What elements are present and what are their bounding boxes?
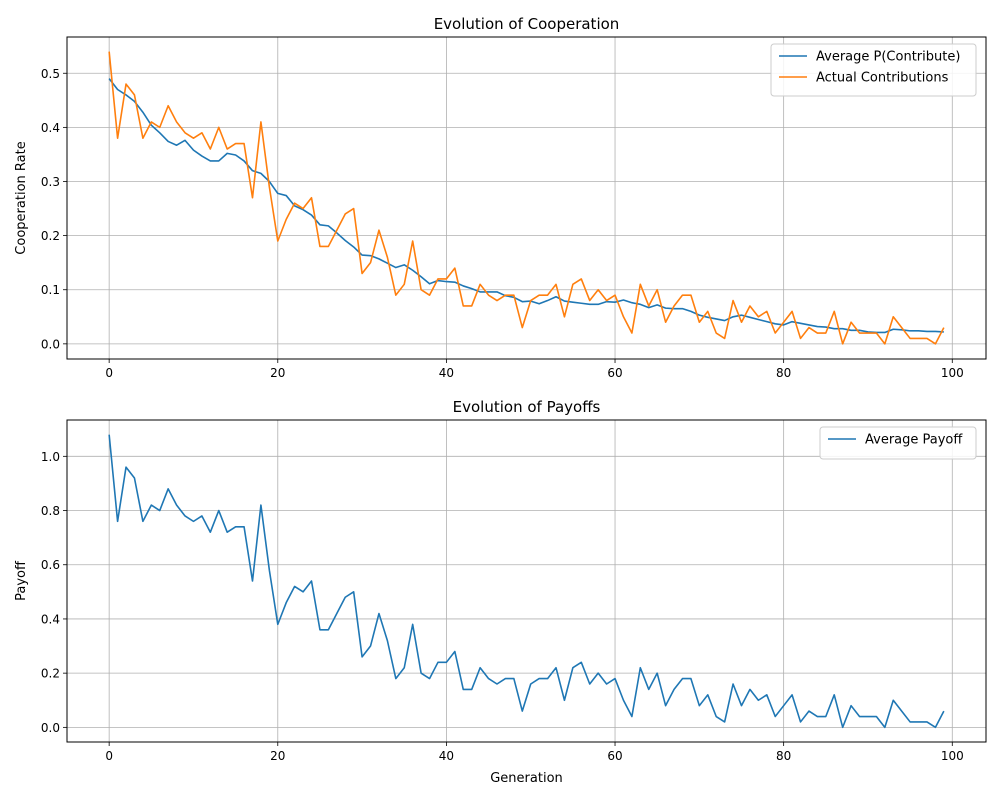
y-tick-label: 0.1 [41, 283, 60, 297]
series-line-1 [108, 51, 945, 345]
y-tick-label: 0.5 [41, 67, 60, 81]
chart-title: Evolution of Cooperation [434, 15, 620, 33]
x-tick-label: 100 [941, 366, 964, 380]
x-tick-label: 0 [105, 366, 113, 380]
x-tick-label: 60 [607, 749, 622, 763]
y-tick-label: 0.3 [41, 175, 60, 189]
chart-title: Evolution of Payoffs [453, 398, 601, 416]
legend-label-0: Average P(Contribute) [816, 50, 960, 65]
x-tick-label: 100 [941, 749, 964, 763]
plot-frame [66, 419, 987, 743]
y-tick-label: 0.0 [41, 721, 60, 735]
x-tick-label: 20 [270, 366, 285, 380]
series-line-0 [108, 78, 944, 334]
plot-frame [66, 36, 987, 360]
legend-box [819, 426, 977, 460]
x-tick-label: 60 [607, 366, 622, 380]
x-tick-label: 40 [439, 749, 454, 763]
y-tick-label: 0.8 [41, 504, 60, 518]
legend-box [770, 43, 977, 97]
legend-label-0: Average Payoff [865, 433, 963, 448]
x-axis-label: Generation [490, 771, 563, 786]
legend-label-1: Actual Contributions [816, 71, 949, 86]
cooperation-chart: 0 20 40 60 80 100 0.0 0.1 0.2 0.3 0.4 0.5 Evolution … [14, 15, 987, 380]
y-tick-label: 0.2 [41, 229, 60, 243]
x-tick-label: 20 [270, 749, 285, 763]
y-tick-label: 1.0 [41, 450, 60, 464]
y-tick-label: 0.6 [41, 558, 60, 572]
y-tick-label: 0.4 [41, 612, 60, 626]
series-line-0 [108, 434, 945, 729]
x-tick-label: 80 [776, 366, 791, 380]
y-tick-label: 0.4 [41, 121, 60, 135]
y-axis-label: Cooperation Rate [14, 141, 29, 254]
y-axis-label: Payoff [14, 560, 29, 601]
x-tick-label: 0 [105, 749, 113, 763]
y-tick-label: 0.0 [41, 337, 60, 351]
y-tick-label: 0.2 [41, 667, 60, 681]
x-tick-label: 40 [439, 366, 454, 380]
payoff-chart: 0 20 40 60 80 100 0.0 0.2 0.4 0.6 0.8 1.0 Evolution … [14, 398, 987, 786]
x-tick-label: 80 [776, 749, 791, 763]
